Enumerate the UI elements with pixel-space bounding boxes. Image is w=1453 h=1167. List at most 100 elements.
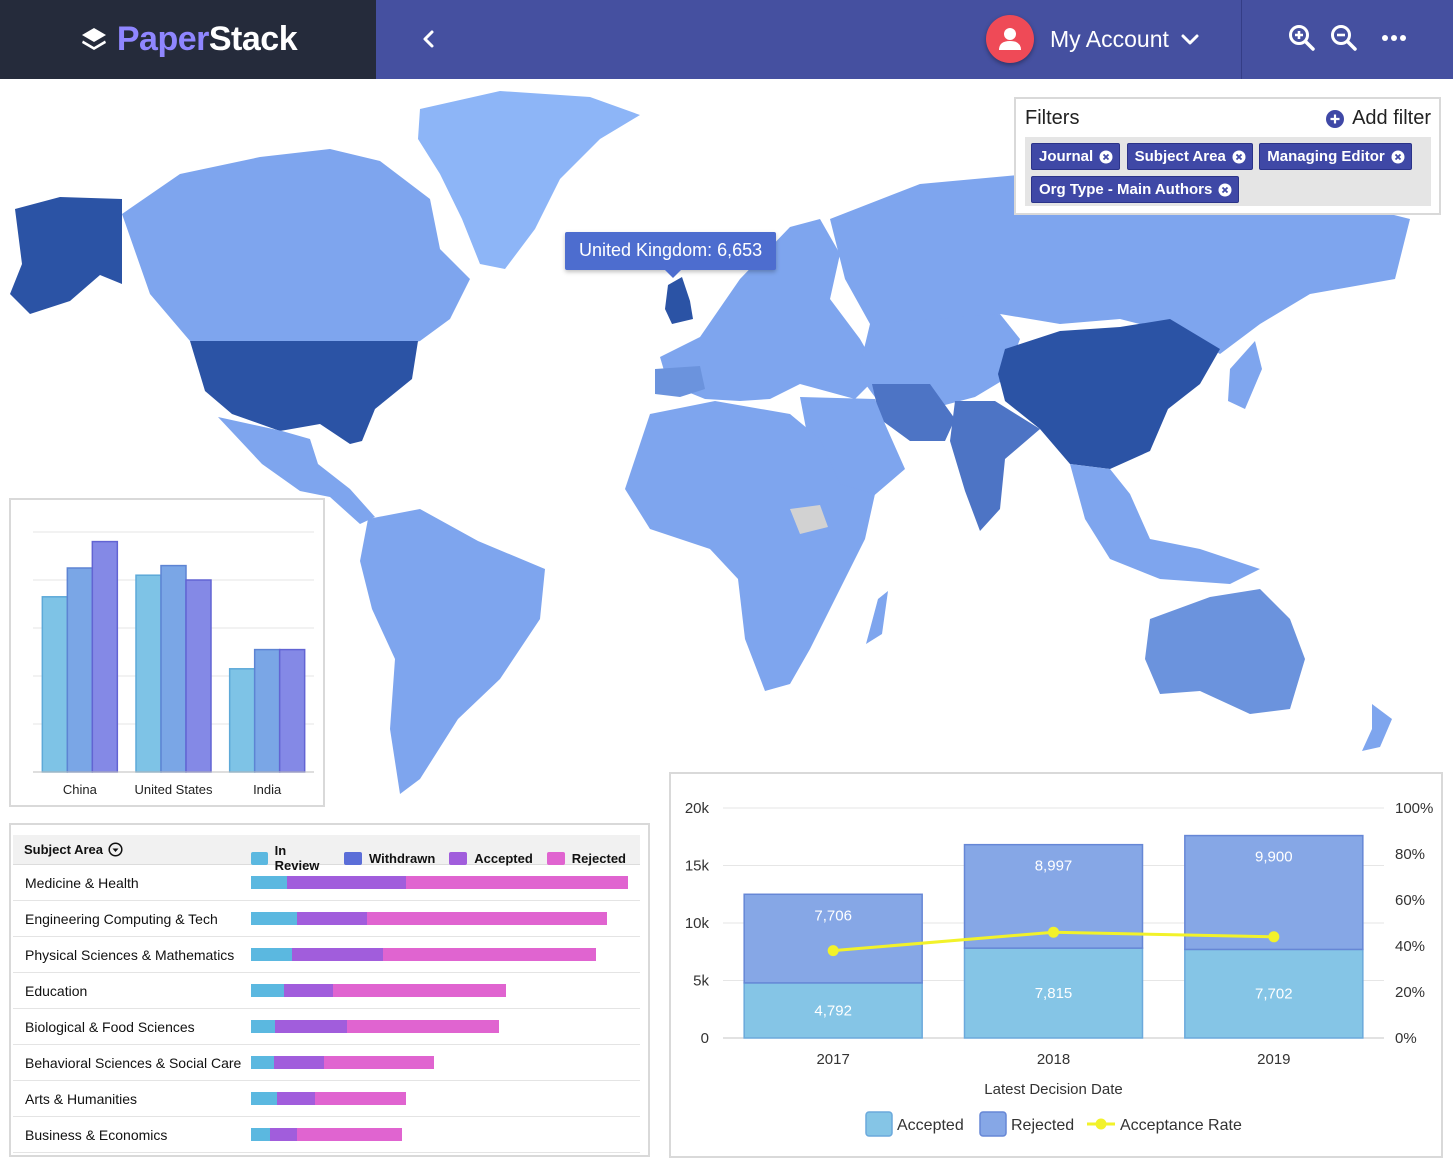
subject-label: Business & Economics xyxy=(25,1127,168,1143)
filter-chip-managing-editor[interactable]: Managing Editor xyxy=(1259,143,1412,170)
bar-segment-accepted[interactable] xyxy=(287,876,406,889)
bar-segment-in-review[interactable] xyxy=(251,984,284,997)
map-region-iran[interactable] xyxy=(872,384,955,441)
subject-row[interactable]: Education xyxy=(13,973,640,1009)
bar-segment-in-review[interactable] xyxy=(251,876,287,889)
subject-stacked-bar[interactable] xyxy=(251,1056,434,1069)
remove-circle-icon[interactable] xyxy=(1391,150,1405,164)
map-region-spain[interactable] xyxy=(655,366,705,397)
data-label: 7,706 xyxy=(814,907,852,924)
map-region-united-states[interactable] xyxy=(190,341,418,444)
bar xyxy=(91,540,119,773)
remove-circle-icon[interactable] xyxy=(1099,150,1113,164)
world-map[interactable] xyxy=(0,79,1453,799)
bar-segment-accepted[interactable] xyxy=(270,1128,297,1141)
y2-tick-label: 20% xyxy=(1395,984,1425,1001)
bar-segment-rejected[interactable] xyxy=(367,912,607,925)
map-region-russia[interactable] xyxy=(830,174,1410,354)
brand-logo[interactable]: PaperStack xyxy=(0,0,376,79)
add-filter-button[interactable]: Add filter xyxy=(1325,107,1431,130)
filter-chip-journal[interactable]: Journal xyxy=(1031,143,1121,170)
subject-row[interactable]: Arts & Humanities xyxy=(13,1081,640,1117)
bar-segment-accepted[interactable] xyxy=(292,948,383,961)
map-region-europe[interactable] xyxy=(660,219,880,401)
map-region-south-america[interactable] xyxy=(360,509,545,794)
legend-rejected[interactable]: Rejected xyxy=(546,851,626,866)
map-region-arabia[interactable] xyxy=(800,397,905,499)
subject-stacked-bar[interactable] xyxy=(251,948,596,961)
subject-row[interactable]: Behavioral Sciences & Social Care xyxy=(13,1045,640,1081)
bar-segment-accepted[interactable] xyxy=(274,1056,324,1069)
subject-row[interactable]: Biological & Food Sciences xyxy=(13,1009,640,1045)
map-region-alaska[interactable] xyxy=(10,197,122,314)
chevron-left-icon xyxy=(423,30,434,48)
subject-stacked-bar[interactable] xyxy=(251,984,506,997)
bar xyxy=(41,596,69,773)
map-region-southeast-asia[interactable] xyxy=(1070,464,1260,584)
subject-row[interactable]: Business & Economics xyxy=(13,1117,640,1153)
account-menu[interactable]: My Account xyxy=(986,14,1201,64)
bar-accepted xyxy=(963,947,1144,1039)
bar-segment-in-review[interactable] xyxy=(251,1128,270,1141)
legend-accepted[interactable]: Accepted xyxy=(449,851,533,866)
bar-segment-accepted[interactable] xyxy=(277,1092,315,1105)
bar-segment-in-review[interactable] xyxy=(251,912,297,925)
bar-segment-in-review[interactable] xyxy=(251,948,292,961)
filter-chip-org-type[interactable]: Org Type - Main Authors xyxy=(1031,176,1240,203)
bar-segment-in-review[interactable] xyxy=(251,1056,274,1069)
map-region-mexico[interactable] xyxy=(218,417,375,524)
remove-circle-icon[interactable] xyxy=(1232,150,1246,164)
map-region-canada[interactable] xyxy=(122,149,470,349)
bar xyxy=(253,648,281,773)
subject-area-sort[interactable]: Subject Area xyxy=(24,842,123,857)
map-region-india[interactable] xyxy=(950,401,1040,531)
subject-area-card: Subject Area In Review Withdrawn Accepte… xyxy=(9,823,650,1157)
map-region-new-zealand[interactable] xyxy=(1362,704,1392,751)
subject-stacked-bar[interactable] xyxy=(251,912,607,925)
map-region-greenland[interactable] xyxy=(418,91,640,269)
zoom-out-button[interactable] xyxy=(1326,20,1362,56)
map-region-united-kingdom[interactable] xyxy=(665,277,693,324)
subject-row[interactable]: Engineering Computing & Tech xyxy=(13,901,640,937)
subject-row[interactable]: Physical Sciences & Mathematics xyxy=(13,937,640,973)
bar-segment-rejected[interactable] xyxy=(297,1128,402,1141)
filter-chip-subject-area[interactable]: Subject Area xyxy=(1126,143,1253,170)
legend-in-review[interactable]: In Review xyxy=(251,843,330,873)
map-region-south-sudan[interactable] xyxy=(790,505,828,534)
subject-stacked-bar[interactable] xyxy=(251,1092,406,1105)
map-region-madagascar[interactable] xyxy=(866,591,888,644)
legend-swatch-rejected xyxy=(979,1111,1007,1137)
subject-row[interactable]: Medicine & Health xyxy=(13,865,640,901)
filter-chip-list: Journal Subject Area Managing Editor Org… xyxy=(1025,137,1431,206)
y2-tick-label: 100% xyxy=(1395,800,1433,817)
bar-segment-rejected[interactable] xyxy=(324,1056,434,1069)
map-region-japan[interactable] xyxy=(1228,341,1262,409)
subject-stacked-bar[interactable] xyxy=(251,1020,499,1033)
zoom-in-button[interactable] xyxy=(1284,20,1320,56)
x-tick-label: 2018 xyxy=(1037,1051,1070,1068)
bar-segment-rejected[interactable] xyxy=(333,984,506,997)
subject-stacked-bar[interactable] xyxy=(251,876,628,889)
map-region-australia[interactable] xyxy=(1145,589,1305,714)
more-button[interactable] xyxy=(1376,20,1412,56)
bar xyxy=(185,579,212,773)
bar-segment-in-review[interactable] xyxy=(251,1020,275,1033)
bar-segment-rejected[interactable] xyxy=(315,1092,406,1105)
bar-segment-accepted[interactable] xyxy=(275,1020,347,1033)
remove-circle-icon[interactable] xyxy=(1218,183,1232,197)
more-horizontal-icon xyxy=(1382,35,1406,41)
map-region-china[interactable] xyxy=(998,319,1220,469)
legend-swatch-accepted xyxy=(865,1111,893,1137)
bar-segment-rejected[interactable] xyxy=(406,876,628,889)
legend-withdrawn[interactable]: Withdrawn xyxy=(343,851,435,866)
bar-segment-rejected[interactable] xyxy=(383,948,596,961)
back-button[interactable] xyxy=(410,20,448,58)
subject-label: Behavioral Sciences & Social Care xyxy=(25,1055,242,1071)
legend-label: Accepted xyxy=(897,1117,964,1134)
bar-segment-rejected[interactable] xyxy=(347,1020,499,1033)
bar-segment-in-review[interactable] xyxy=(251,1092,277,1105)
bar-segment-accepted[interactable] xyxy=(297,912,367,925)
map-region-africa[interactable] xyxy=(625,401,875,691)
bar-segment-accepted[interactable] xyxy=(284,984,333,997)
subject-stacked-bar[interactable] xyxy=(251,1128,402,1141)
